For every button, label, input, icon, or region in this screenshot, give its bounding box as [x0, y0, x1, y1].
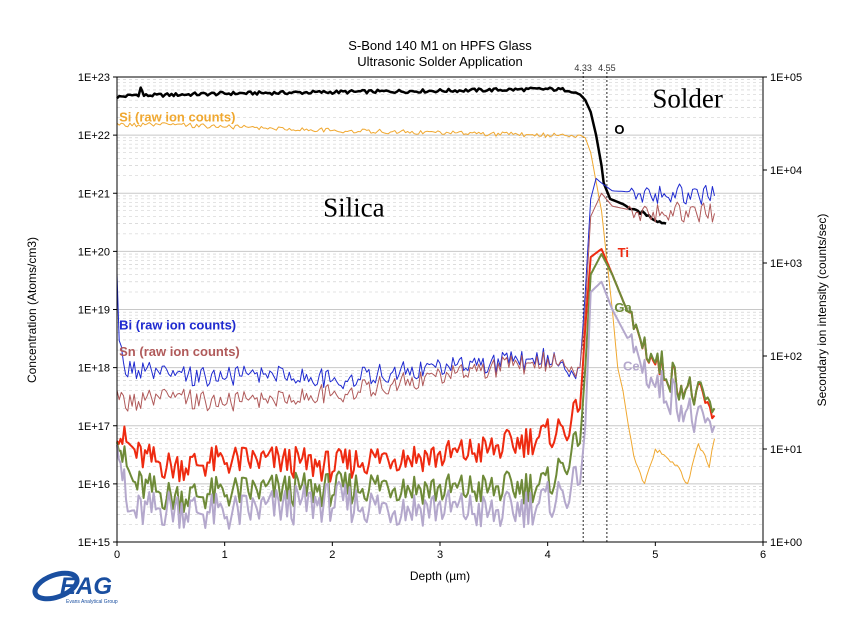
y-tick-label: 1E+15 [78, 537, 110, 549]
series-label-sn-raw-ion-counts: Sn (raw ion counts) [119, 344, 240, 359]
series-label-si-raw-ion-counts: Si (raw ion counts) [119, 110, 235, 125]
x-tick-label: 5 [652, 549, 658, 561]
y-tick-label: 1E+19 [78, 305, 110, 317]
x-tick-label: 6 [760, 549, 766, 561]
series-line-o [116, 86, 667, 225]
series-line-sn-raw-ion-counts [116, 192, 715, 412]
gridlines [117, 79, 763, 543]
series-label-bi-raw-ion-counts: Bi (raw ion counts) [119, 318, 236, 333]
axes: 0 1 2 3 4 5 6 1E+15 1E+16 1E+17 1E+18 1E+19 1E+20 1E+… [78, 72, 802, 561]
y-tick-label: 1E+17 [78, 421, 110, 433]
x-tick-label: 3 [437, 549, 443, 561]
series-labels: Si (raw ion counts) O Bi (raw ion counts) S… [119, 110, 640, 374]
chart-subtitle: Ultrasonic Solder Application [357, 54, 522, 69]
x-tick-label: 0 [114, 549, 120, 561]
x-tick-label: 1 [222, 549, 228, 561]
y-tick-label: 1E+16 [78, 479, 110, 491]
depth-marker-label: 4.33 [574, 63, 592, 73]
chart-title: S-Bond 140 M1 on HPFS Glass [348, 38, 532, 53]
region-labels: Silica Solder [323, 83, 723, 222]
y-tick-label: 1E+23 [78, 72, 110, 84]
series-lines [116, 86, 716, 530]
y2-tick-label: 1E+03 [770, 258, 802, 270]
depth-marker-label: 4.55 [598, 63, 616, 73]
y2-tick-label: 1E+01 [770, 444, 802, 456]
y-tick-label: 1E+20 [78, 246, 110, 258]
y2-axis-label: Secondary ion intensity (counts/sec) [815, 214, 829, 407]
series-line-ce [116, 280, 716, 530]
depth-marker-lines: 4.33 4.55 [574, 63, 616, 542]
y2-tick-label: 1E+02 [770, 351, 802, 363]
series-line-ga [116, 253, 716, 515]
region-label-silica: Silica [323, 192, 385, 222]
x-tick-label: 4 [545, 549, 551, 561]
y-axis-label: Concentration (Atoms/cm3) [25, 237, 39, 383]
series-label-ce: Ce [623, 358, 640, 373]
series-label-o: O [614, 122, 624, 137]
x-tick-label: 2 [329, 549, 335, 561]
y-tick-label: 1E+18 [78, 363, 110, 375]
x-axis-label: Depth (µm) [410, 569, 470, 583]
y2-tick-label: 1E+04 [770, 165, 802, 177]
y2-tick-label: 1E+00 [770, 537, 802, 549]
logo-swoosh-icon [32, 570, 80, 602]
series-line-bi-raw-ion-counts [116, 177, 715, 390]
logo-tagline: Evans Analytical Group [66, 599, 118, 605]
series-label-ti: Ti [618, 245, 629, 260]
y-tick-label: 1E+21 [78, 188, 110, 200]
series-label-ga: Ga [614, 300, 632, 315]
y-tick-label: 1E+22 [78, 130, 110, 142]
region-label-solder: Solder [652, 83, 723, 113]
y2-tick-label: 1E+05 [770, 72, 802, 84]
eag-logo: EAG Evans Analytical Group [32, 570, 118, 605]
logo-text: EAG [60, 573, 112, 600]
